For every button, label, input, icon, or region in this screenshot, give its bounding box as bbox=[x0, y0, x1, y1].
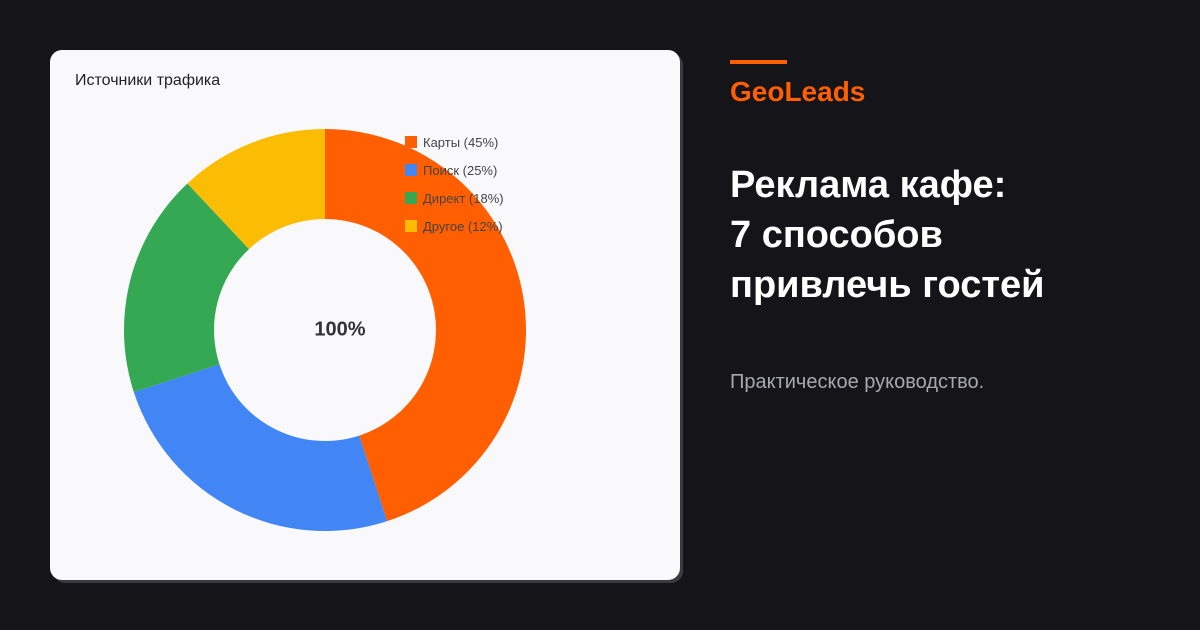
chart-card: Источники трафика 100% Карты (45%) Поиск… bbox=[50, 50, 680, 580]
legend-swatch-search bbox=[405, 164, 417, 176]
legend-item-maps: Карты (45%) bbox=[405, 128, 504, 156]
legend-label-maps: Карты (45%) bbox=[423, 134, 499, 150]
donut-slice-direct bbox=[124, 183, 250, 393]
legend-label-direct: Директ (18%) bbox=[423, 190, 504, 206]
headline-line-2: 7 способов bbox=[730, 214, 943, 256]
legend-label-other: Другое (12%) bbox=[423, 218, 503, 234]
subtitle: Практическое руководство. bbox=[730, 371, 985, 393]
donut-slice-other bbox=[187, 129, 325, 250]
accent-bar bbox=[730, 60, 787, 64]
legend-item-direct: Директ (18%) bbox=[405, 184, 504, 212]
legend-item-other: Другое (12%) bbox=[405, 212, 504, 240]
legend-swatch-maps bbox=[405, 136, 417, 148]
chart-legend: Карты (45%) Поиск (25%) Директ (18%) Дру… bbox=[405, 128, 504, 240]
legend-item-search: Поиск (25%) bbox=[405, 156, 504, 184]
donut-chart bbox=[124, 129, 526, 531]
chart-title: Источники трафика bbox=[75, 72, 221, 89]
headline-line-3: привлечь гостей bbox=[730, 264, 1045, 306]
headline: Реклама кафе: 7 способов привлечь гостей bbox=[730, 160, 1170, 310]
brand-name: GeoLeads bbox=[730, 76, 866, 107]
center-label-text: 100% bbox=[314, 318, 366, 341]
donut-slice-search bbox=[133, 364, 388, 531]
legend-label-search: Поиск (25%) bbox=[423, 162, 498, 178]
legend-swatch-other bbox=[405, 220, 417, 232]
headline-line-1: Реклама кафе: bbox=[730, 164, 1007, 206]
donut-slice-maps bbox=[325, 129, 526, 522]
legend-swatch-direct bbox=[405, 192, 417, 204]
